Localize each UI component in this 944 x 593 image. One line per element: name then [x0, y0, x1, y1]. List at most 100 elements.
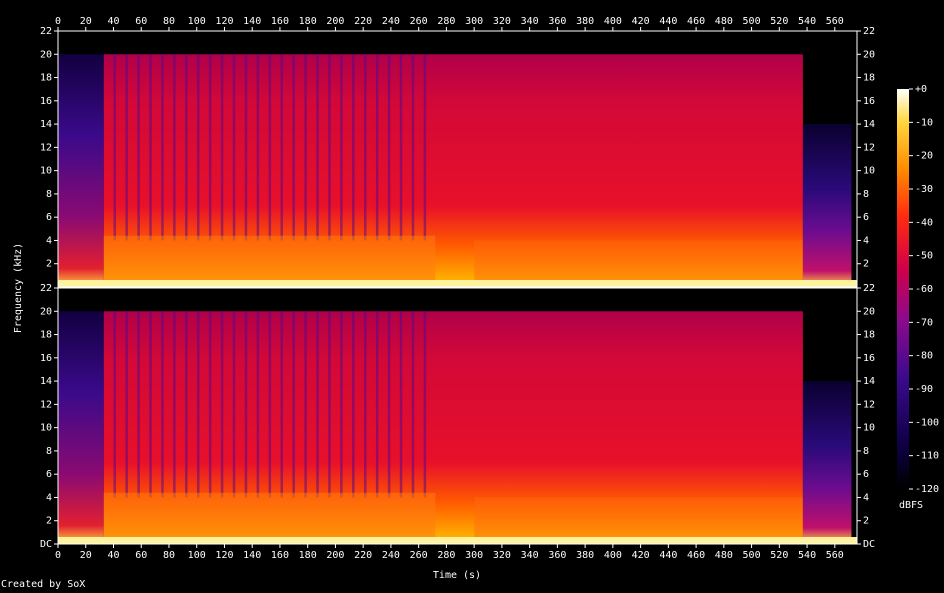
x-tick-label-top: 480 [715, 16, 733, 27]
colorbar-tick-label: -90 [915, 384, 933, 395]
x-tick-label-bottom: 180 [299, 550, 317, 561]
x-tick-label-top: 60 [135, 16, 147, 27]
x-tick-label-bottom: 300 [465, 550, 483, 561]
colorbar-tick-label: -100 [915, 417, 939, 428]
x-tick-label-bottom: 220 [354, 550, 372, 561]
x-tick-label-bottom: 540 [798, 550, 816, 561]
colorbar-tick-label: -110 [915, 451, 939, 462]
y-tick-label-left: 22 [40, 26, 52, 37]
x-tick-label-bottom: 520 [770, 550, 788, 561]
y-tick-label-left: 22 [40, 283, 52, 294]
y-tick-label-left: 16 [40, 96, 52, 107]
x-tick-label-top: 360 [548, 16, 566, 27]
x-tick-label-bottom: 240 [382, 550, 400, 561]
x-tick-label-top: 380 [576, 16, 594, 27]
x-tick-label-top: 460 [687, 16, 705, 27]
y-tick-label-right: 20 [863, 306, 875, 317]
x-tick-label-top: 520 [770, 16, 788, 27]
y-tick-label-left: 14 [40, 376, 52, 387]
y-tick-label-left: 6 [46, 469, 52, 480]
x-tick-label-bottom: 40 [107, 550, 119, 561]
x-tick-label-top: 420 [632, 16, 650, 27]
x-tick-label-top: 40 [107, 16, 119, 27]
x-axis-label: Time (s) [433, 570, 481, 581]
x-tick-label-top: 220 [354, 16, 372, 27]
y-tick-label-left: 18 [40, 330, 52, 341]
y-tick-label-left: DC [40, 539, 52, 550]
y-tick-label-right: 6 [863, 212, 869, 223]
y-tick-label-right: 18 [863, 73, 875, 84]
y-tick-label-right: 20 [863, 49, 875, 60]
y-tick-label-left: 8 [46, 189, 52, 200]
y-tick-label-right: 10 [863, 166, 875, 177]
x-tick-label-top: 300 [465, 16, 483, 27]
spectrogram-channels [57, 30, 858, 545]
x-tick-label-bottom: 100 [188, 550, 206, 561]
y-tick-label-right: 8 [863, 446, 869, 457]
y-tick-label-right: 16 [863, 96, 875, 107]
x-tick-label-bottom: 280 [437, 550, 455, 561]
y-tick-label-left: 4 [46, 235, 52, 246]
y-tick-label-left: 6 [46, 212, 52, 223]
x-tick-label-top: 180 [299, 16, 317, 27]
y-tick-label-left: 16 [40, 353, 52, 364]
y-tick-label-right: 22 [863, 26, 875, 37]
channel-1-spectrogram [57, 30, 858, 288]
x-tick-label-top: 400 [604, 16, 622, 27]
x-tick-label-top: 500 [743, 16, 761, 27]
x-tick-label-top: 320 [493, 16, 511, 27]
x-tick-label-top: 20 [80, 16, 92, 27]
colorbar-tick-label: -50 [915, 251, 933, 262]
y-tick-label-left: 12 [40, 142, 52, 153]
x-tick-label-bottom: 360 [548, 550, 566, 561]
x-tick-label-bottom: 480 [715, 550, 733, 561]
x-tick-label-bottom: 560 [826, 550, 844, 561]
y-tick-label-right: 4 [863, 492, 869, 503]
x-tick-label-bottom: 440 [659, 550, 677, 561]
colorbar-tick-label: -10 [915, 117, 933, 128]
y-tick-label-left: 20 [40, 49, 52, 60]
y-tick-label-left: 18 [40, 73, 52, 84]
y-tick-label-right: 4 [863, 235, 869, 246]
y-tick-label-left: 10 [40, 166, 52, 177]
x-tick-label-bottom: 340 [521, 550, 539, 561]
x-tick-label-top: 240 [382, 16, 400, 27]
x-tick-label-bottom: 140 [243, 550, 261, 561]
x-tick-label-top: 80 [163, 16, 175, 27]
y-tick-label-right: 12 [863, 399, 875, 410]
channel-2-spectrogram [57, 287, 858, 545]
x-tick-label-bottom: 20 [80, 550, 92, 561]
y-tick-label-left: 12 [40, 399, 52, 410]
x-tick-label-top: 440 [659, 16, 677, 27]
x-tick-label-top: 120 [215, 16, 233, 27]
x-tick-label-top: 560 [826, 16, 844, 27]
x-tick-label-top: 340 [521, 16, 539, 27]
y-tick-label-right: 6 [863, 469, 869, 480]
colorbar-tick-label: -40 [915, 217, 933, 228]
x-tick-label-bottom: 160 [271, 550, 289, 561]
x-tick-label-bottom: 200 [326, 550, 344, 561]
colorbar-tick-label: -70 [915, 317, 933, 328]
x-tick-label-top: 540 [798, 16, 816, 27]
y-tick-label-right: 22 [863, 283, 875, 294]
x-tick-label-top: 160 [271, 16, 289, 27]
colorbar-ticks: +0 -10 -20 -30 -40 -50 -60 -70 -80 -90 -100 -110 -12… [909, 84, 939, 495]
y-tick-label-left: 10 [40, 423, 52, 434]
y-tick-label-left: 2 [46, 516, 52, 527]
colorbar-tick-label: -20 [915, 151, 933, 162]
y-tick-label-left: 2 [46, 259, 52, 270]
y-tick-label-left: 8 [46, 446, 52, 457]
y-tick-label-right: 14 [863, 376, 875, 387]
x-tick-label-bottom: 60 [135, 550, 147, 561]
y-tick-label-left: 4 [46, 492, 52, 503]
x-tick-label-top: 200 [326, 16, 344, 27]
y-tick-label-right: 18 [863, 330, 875, 341]
footer-credit: Created by SoX [1, 579, 86, 590]
y-tick-label-right: 8 [863, 189, 869, 200]
x-tick-label-bottom: 380 [576, 550, 594, 561]
x-tick-label-bottom: 500 [743, 550, 761, 561]
x-tick-label-bottom: 260 [410, 550, 428, 561]
y-tick-label-right: 16 [863, 353, 875, 364]
